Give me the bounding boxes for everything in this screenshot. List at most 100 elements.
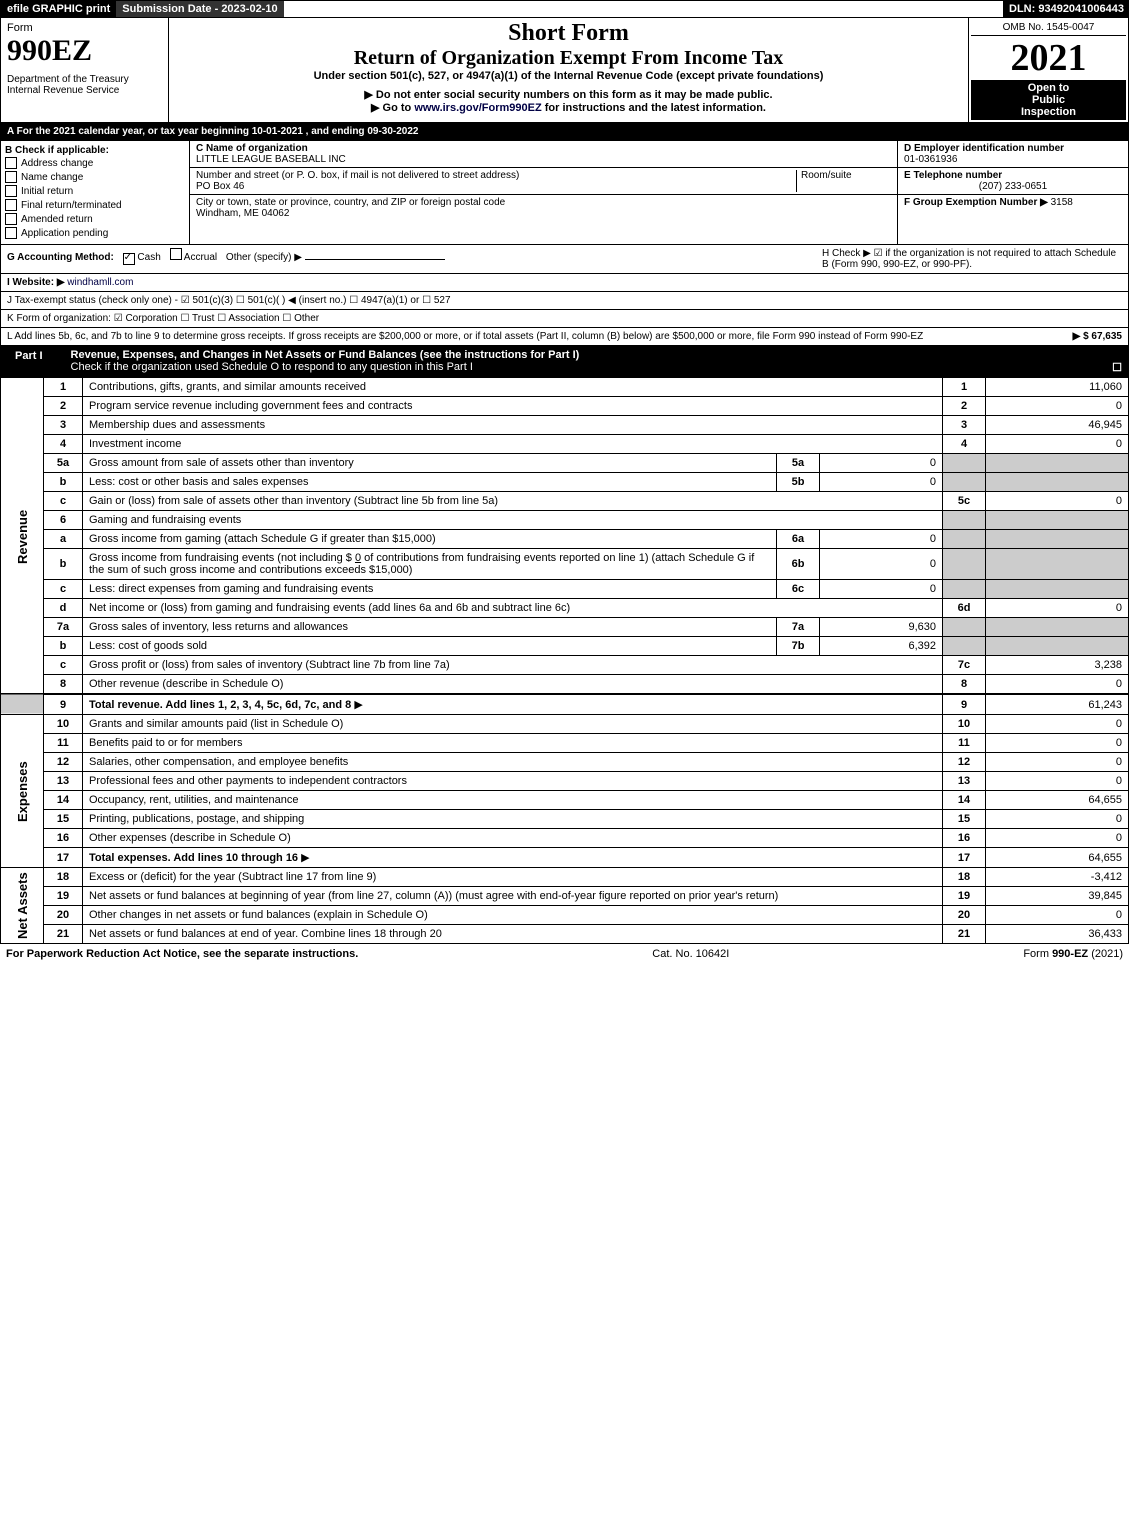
cb-name-label: Name change: [21, 172, 83, 183]
l9-n: 9: [44, 694, 83, 715]
city-label: City or town, state or province, country…: [196, 197, 891, 208]
tel-cell: E Telephone number (207) 233-0651: [898, 168, 1128, 195]
l3-n: 3: [44, 416, 83, 435]
l16-n: 16: [44, 829, 83, 848]
l10-d: Grants and similar amounts paid (list in…: [89, 718, 343, 730]
l6d-box: 6d: [943, 599, 986, 618]
l7c-v: 3,238: [986, 656, 1129, 675]
tel: (207) 233-0651: [904, 181, 1122, 192]
l11-v: 0: [986, 734, 1129, 753]
l5c-v: 0: [986, 492, 1129, 511]
cb-address-label: Address change: [21, 158, 93, 169]
l17-box: 17: [943, 848, 986, 868]
l6c-sv: 0: [820, 580, 943, 599]
header-mid: Short Form Return of Organization Exempt…: [169, 18, 969, 122]
line-4: 4 Investment income 4 0: [1, 435, 1129, 454]
website-link[interactable]: windhamll.com: [67, 277, 133, 288]
l5c-d: Gain or (loss) from sale of assets other…: [89, 495, 498, 507]
part-i-checkbox[interactable]: ☐: [1112, 361, 1122, 374]
note-goto: ▶ Go to www.irs.gov/Form990EZ for instru…: [171, 101, 966, 114]
l2-n: 2: [44, 397, 83, 416]
cb-amended[interactable]: Amended return: [5, 212, 185, 226]
l5b-sub: 5b: [777, 473, 820, 492]
l14-n: 14: [44, 791, 83, 810]
l6b-grey2: [986, 549, 1129, 580]
l5c-box: 5c: [943, 492, 986, 511]
cb-address-change[interactable]: Address change: [5, 156, 185, 170]
l7b-grey2: [986, 637, 1129, 656]
l16-d: Other expenses (describe in Schedule O): [89, 832, 291, 844]
l5b-n: b: [44, 473, 83, 492]
other-specify-line[interactable]: [305, 259, 445, 260]
l-amount: ▶ $ 67,635: [1012, 331, 1122, 342]
line-13: 13 Professional fees and other payments …: [1, 772, 1129, 791]
l3-d: Membership dues and assessments: [89, 419, 265, 431]
l6-grey: [943, 511, 986, 530]
line-7a: 7a Gross sales of inventory, less return…: [1, 618, 1129, 637]
part-i-header: Part I Revenue, Expenses, and Changes in…: [0, 346, 1129, 378]
line-1: Revenue 1 Contributions, gifts, grants, …: [1, 378, 1129, 397]
l20-d: Other changes in net assets or fund bala…: [89, 909, 428, 921]
l13-box: 13: [943, 772, 986, 791]
l5a-sv: 0: [820, 454, 943, 473]
cb-cash[interactable]: [123, 253, 135, 265]
l13-v: 0: [986, 772, 1129, 791]
l11-n: 11: [44, 734, 83, 753]
irs-link[interactable]: www.irs.gov/Form990EZ: [414, 102, 541, 114]
l18-n: 18: [44, 868, 83, 887]
l10-box: 10: [943, 715, 986, 734]
accrual-label: Accrual: [184, 252, 217, 263]
l21-d: Net assets or fund balances at end of ye…: [89, 928, 442, 940]
open-to-public: Open to Public Inspection: [971, 80, 1126, 120]
line-6d: d Net income or (loss) from gaming and f…: [1, 599, 1129, 618]
l1-v: 11,060: [986, 378, 1129, 397]
row-k-form-org: K Form of organization: ☑ Corporation ☐ …: [0, 310, 1129, 328]
l12-n: 12: [44, 753, 83, 772]
l5a-sub: 5a: [777, 454, 820, 473]
l9-v: 61,243: [986, 694, 1129, 715]
dept-irs: Internal Revenue Service: [7, 85, 162, 96]
l7a-n: 7a: [44, 618, 83, 637]
org-name-label: C Name of organization: [196, 143, 891, 154]
cb-initial-label: Initial return: [21, 186, 73, 197]
line-18: Net Assets 18 Excess or (deficit) for th…: [1, 868, 1129, 887]
other-label: Other (specify) ▶: [226, 252, 302, 263]
l5b-d: Less: cost or other basis and sales expe…: [89, 476, 309, 488]
l8-d: Other revenue (describe in Schedule O): [89, 678, 283, 690]
l21-n: 21: [44, 925, 83, 944]
l13-d: Professional fees and other payments to …: [89, 775, 407, 787]
b-title: B Check if applicable:: [5, 145, 185, 156]
l6d-v: 0: [986, 599, 1129, 618]
l12-box: 12: [943, 753, 986, 772]
efile-print[interactable]: efile GRAPHIC print: [1, 1, 116, 17]
side-expenses: Expenses: [1, 715, 44, 868]
group-number: 3158: [1051, 197, 1073, 208]
l15-v: 0: [986, 810, 1129, 829]
line-7b: b Less: cost of goods sold 7b 6,392: [1, 637, 1129, 656]
l7b-d: Less: cost of goods sold: [89, 640, 207, 652]
row-j-tax-exempt: J Tax-exempt status (check only one) - ☑…: [0, 292, 1129, 310]
l21-box: 21: [943, 925, 986, 944]
l7a-grey: [943, 618, 986, 637]
dln: DLN: 93492041006443: [1003, 1, 1129, 17]
line-3: 3 Membership dues and assessments 3 46,9…: [1, 416, 1129, 435]
l6b-grey: [943, 549, 986, 580]
l6b-sv: 0: [820, 549, 943, 580]
l6c-sub: 6c: [777, 580, 820, 599]
l6d-d: Net income or (loss) from gaming and fun…: [89, 602, 570, 614]
line-19: 19 Net assets or fund balances at beginn…: [1, 887, 1129, 906]
l6-d: Gaming and fundraising events: [89, 514, 241, 526]
city: Windham, ME 04062: [196, 208, 891, 219]
l6b-sub: 6b: [777, 549, 820, 580]
cb-name-change[interactable]: Name change: [5, 170, 185, 184]
cb-accrual[interactable]: [170, 248, 182, 260]
l7c-box: 7c: [943, 656, 986, 675]
cb-initial-return[interactable]: Initial return: [5, 184, 185, 198]
l20-box: 20: [943, 906, 986, 925]
cb-final-label: Final return/terminated: [21, 200, 122, 211]
cb-app-pending[interactable]: Application pending: [5, 226, 185, 240]
line-17: 17 Total expenses. Add lines 10 through …: [1, 848, 1129, 868]
h-check: H Check ▶ ☑ if the organization is not r…: [822, 248, 1122, 270]
cb-final-return[interactable]: Final return/terminated: [5, 198, 185, 212]
line-6b: b Gross income from fundraising events (…: [1, 549, 1129, 580]
